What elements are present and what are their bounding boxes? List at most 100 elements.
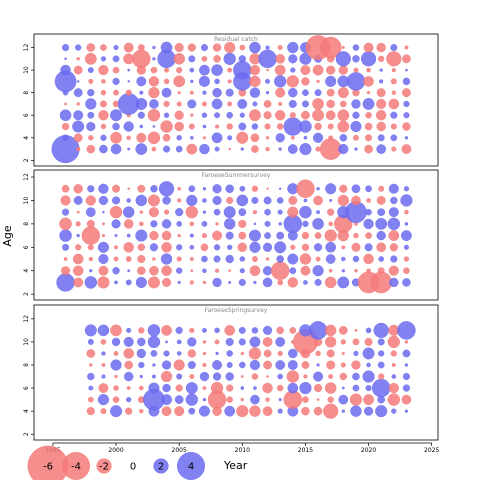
bubble-point — [351, 242, 361, 252]
bubble-point — [391, 67, 396, 73]
bubble-point — [212, 230, 222, 241]
bubble-point — [137, 254, 146, 264]
legend-label: 2 — [158, 462, 164, 473]
bubble-point — [313, 371, 324, 382]
bubble-point — [301, 110, 310, 120]
bubble-point — [214, 268, 220, 273]
bubble-point — [150, 350, 158, 357]
bubble-point — [287, 206, 299, 218]
y-tick-label: 2 — [23, 292, 30, 296]
x-tick-label: 2010 — [235, 447, 250, 454]
bubble-point — [61, 122, 70, 131]
bubble-point — [324, 324, 337, 337]
bubble-point — [137, 266, 146, 275]
bubble-point — [150, 66, 158, 74]
bubble-point — [126, 135, 131, 141]
bubble-point — [152, 57, 156, 61]
bubble-point — [112, 55, 120, 63]
bubble-point — [173, 359, 185, 371]
bubble-point — [249, 405, 261, 417]
bubble-point — [110, 324, 122, 337]
bubble-point — [102, 210, 105, 214]
bubble-point — [388, 382, 399, 394]
bubble-point — [363, 394, 374, 406]
bubble-point — [198, 75, 210, 87]
bubble-point — [278, 398, 282, 402]
bubble-point — [112, 122, 120, 131]
bubble-point — [299, 52, 312, 65]
bubble-point — [303, 198, 308, 203]
panel-2: FaroeseSummersurvey 2 4 6 8 10 12 — [23, 169, 439, 301]
bubble-point — [312, 109, 324, 122]
bubble-point — [123, 42, 134, 53]
bubble-point — [340, 362, 346, 368]
bubble-point — [278, 187, 282, 190]
bubble-point — [101, 79, 106, 84]
bubble-point — [62, 243, 70, 251]
bubble-point — [239, 361, 246, 369]
bubble-point — [87, 244, 94, 251]
bubble-point — [110, 143, 122, 155]
bubble-point — [189, 221, 195, 227]
bubble-point — [73, 133, 83, 143]
bubble-point — [363, 42, 374, 53]
bubble-point — [114, 280, 118, 285]
bubble-point — [328, 268, 333, 273]
bubble-point — [213, 255, 221, 263]
bubble-point — [200, 243, 209, 252]
bubble-point — [376, 88, 386, 98]
bubble-point — [362, 347, 375, 360]
bubble-point — [300, 65, 311, 76]
bubble-point — [88, 385, 94, 391]
bubble-point — [239, 268, 245, 274]
bubble-point — [329, 198, 333, 202]
bubble-point — [363, 218, 374, 230]
bubble-point — [176, 373, 183, 380]
bubble-point — [123, 371, 134, 382]
bubble-point — [202, 327, 207, 333]
bubble-point — [225, 184, 234, 193]
bubble-point — [186, 143, 198, 155]
bubble-point — [85, 195, 96, 206]
bubble-point — [404, 409, 409, 413]
bubble-point — [127, 269, 131, 273]
bubble-point — [186, 194, 198, 207]
bubble-point — [226, 123, 233, 130]
bubble-point — [240, 386, 245, 390]
bubble-point — [86, 144, 96, 154]
bubble-point — [264, 232, 271, 239]
bubble-point — [97, 276, 110, 289]
bubble-point — [75, 221, 81, 227]
bubble-point — [211, 132, 223, 144]
bubble-point — [84, 276, 98, 289]
bubble-point — [375, 405, 388, 418]
bubble-point — [325, 75, 337, 87]
bubble-point — [113, 44, 119, 51]
bubble-point — [315, 146, 321, 152]
bubble-point — [238, 278, 246, 286]
bubble-point — [114, 234, 118, 238]
bubble-point — [238, 326, 246, 334]
bubble-point — [212, 360, 222, 370]
bubble-point — [376, 242, 387, 253]
bubble-point — [403, 186, 410, 192]
bubble-point — [370, 271, 392, 294]
bubble-point — [98, 265, 109, 276]
bubble-point — [388, 230, 400, 241]
bubble-point — [86, 349, 96, 358]
bubble-point — [123, 121, 134, 132]
bubble-point — [60, 64, 71, 76]
bubble-point — [387, 335, 400, 349]
bubble-point — [201, 255, 208, 263]
bubble-point — [137, 184, 146, 193]
bubble-point — [59, 229, 72, 242]
bubble-point — [377, 267, 385, 275]
bubble-point — [251, 196, 259, 204]
bubble-point — [365, 185, 372, 193]
bubble-point — [299, 381, 312, 395]
bubble-point — [158, 181, 175, 197]
bubble-point — [149, 243, 159, 252]
bubble-point — [98, 64, 109, 76]
bubble-point — [289, 327, 297, 334]
bubble-point — [276, 255, 284, 263]
